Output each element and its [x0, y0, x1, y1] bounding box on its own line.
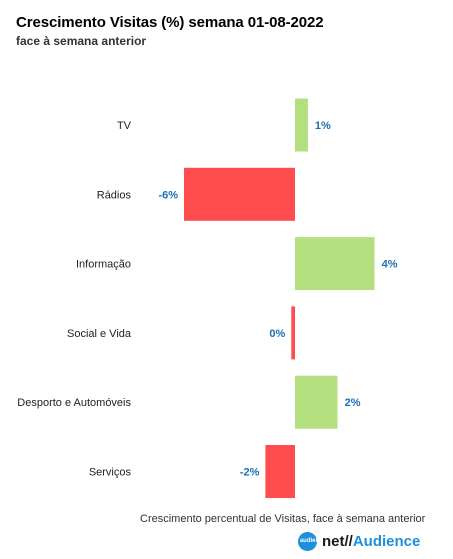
category-label-tv: TV — [117, 120, 132, 132]
bar-social-e-vida — [291, 306, 295, 360]
chart-title: Crescimento Visitas (%) semana 01-08-202… — [16, 14, 324, 31]
netaudience-badge-icon: net audience — [289, 531, 326, 551]
value-label-social-e-vida: 0% — [269, 328, 285, 340]
x-axis-label: Crescimento percentual de Visitas, face … — [140, 513, 426, 525]
value-label-tv: 1% — [315, 120, 331, 132]
bar-servicos — [265, 445, 295, 498]
bar-desporto-e-automoveis — [295, 375, 338, 429]
chart-subtitle: face à semana anterior — [16, 34, 147, 48]
value-label-servicos: -2% — [240, 467, 260, 479]
bar-radios — [184, 167, 295, 221]
value-label-desporto-e-automoveis: 2% — [345, 397, 361, 409]
category-label-informacao: Informação — [76, 259, 131, 271]
brand-net-text: net — [322, 532, 345, 550]
category-label-desporto-e-automoveis: Desporto e Automóveis — [17, 397, 131, 409]
category-label-social-e-vida: Social e Vida — [67, 328, 132, 340]
category-label-servicos: Serviços — [89, 467, 132, 479]
bar-informacao — [295, 237, 375, 291]
bar-tv — [295, 98, 308, 152]
value-label-radios: -6% — [158, 189, 178, 201]
value-label-informacao: 4% — [382, 259, 398, 271]
brand-audience-text: Audience — [352, 532, 421, 550]
category-label-radios: Rádios — [97, 189, 132, 201]
brand-slash-text: // — [344, 532, 353, 550]
brand-logo: net audience net // Audience — [289, 531, 421, 551]
